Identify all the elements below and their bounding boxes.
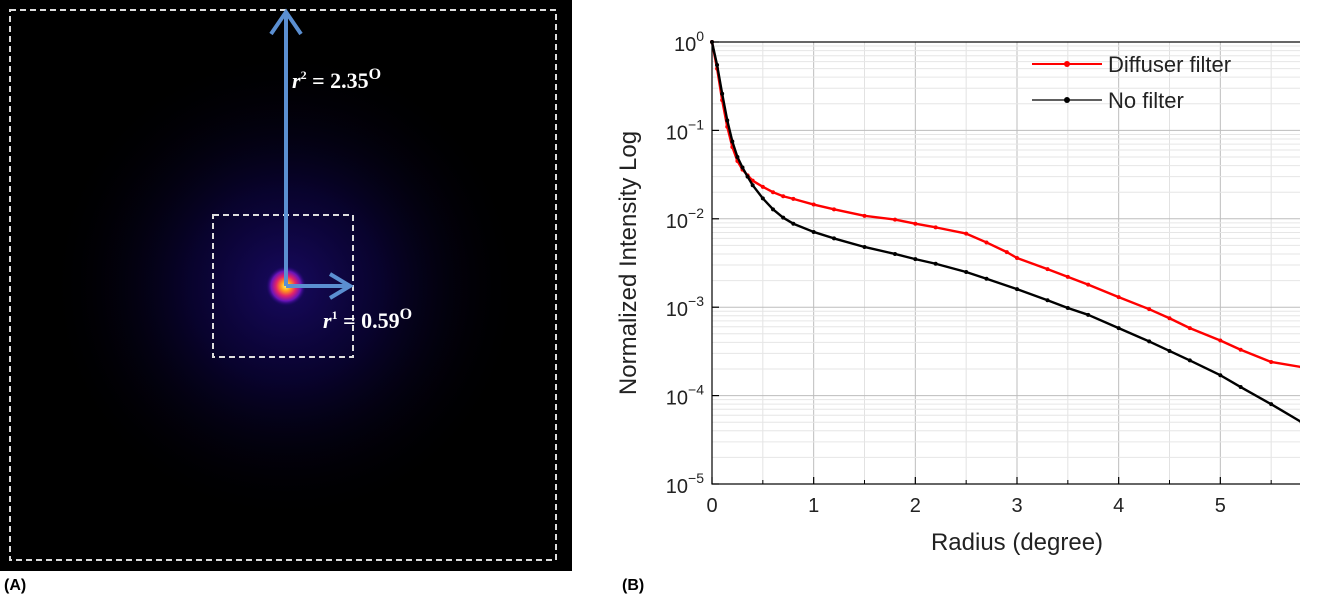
data-point <box>1167 348 1172 353</box>
outer-region-box <box>9 9 557 561</box>
data-point <box>1269 359 1274 364</box>
inner-arrowhead <box>328 272 354 300</box>
inner-radius-label: r1 = 0.59O <box>323 306 412 333</box>
data-point <box>745 174 750 179</box>
data-point <box>1238 385 1243 390</box>
data-point <box>1045 298 1050 303</box>
panel-a-label: (A) <box>4 577 27 594</box>
data-point <box>862 213 867 218</box>
data-point <box>913 257 918 262</box>
data-point <box>1015 287 1019 292</box>
y-tick-label: 10−1 <box>666 116 704 144</box>
data-point <box>1187 358 1192 363</box>
data-point <box>1065 305 1070 310</box>
data-point <box>781 194 786 199</box>
y-tick-label: 10−4 <box>666 382 704 410</box>
y-axis-label: Normalized Intensity Log <box>615 131 642 395</box>
data-point <box>862 244 867 249</box>
x-tick-label: 3 <box>1011 495 1022 517</box>
data-point <box>832 236 836 241</box>
data-point <box>791 196 796 201</box>
x-axis-label: Radius (degree) <box>931 529 1103 556</box>
data-point <box>1238 347 1243 352</box>
data-point <box>1187 326 1192 331</box>
chart-legend: Diffuser filter No filter <box>1032 52 1231 113</box>
data-point <box>811 202 816 207</box>
series-line-1 <box>710 41 1300 369</box>
y-axis-ticks: 100 10−1 10−2 10−3 10−4 10−5 <box>666 28 719 498</box>
outer-radius-label: r2 = 2.35O <box>292 66 381 93</box>
beam-image-panel: r2 = 2.35O r1 = 0.59O <box>0 0 572 571</box>
data-point <box>740 165 745 170</box>
y-tick-label: 10−5 <box>666 470 704 498</box>
data-point <box>1015 256 1019 261</box>
data-point <box>760 196 765 201</box>
data-point <box>893 217 897 222</box>
data-point <box>933 261 938 266</box>
data-point <box>791 221 796 226</box>
outer-arrowhead <box>269 8 303 36</box>
data-point <box>1147 339 1152 344</box>
data-point <box>1086 282 1091 287</box>
legend-swatch-marker <box>1064 97 1070 103</box>
data-point <box>1167 316 1172 321</box>
legend-swatch-marker <box>1064 61 1070 67</box>
x-tick-label: 4 <box>1113 495 1124 517</box>
data-point <box>832 207 836 212</box>
data-point <box>725 118 730 123</box>
data-point <box>811 229 816 234</box>
data-point <box>1065 274 1070 279</box>
data-point <box>771 207 775 212</box>
data-point <box>1218 373 1223 378</box>
plot-frame <box>711 41 1300 485</box>
panel-b-label: (B) <box>622 577 645 594</box>
chart-series <box>710 40 1300 424</box>
data-point <box>760 184 765 189</box>
y-tick-label: 10−3 <box>666 293 704 321</box>
data-point <box>735 155 740 160</box>
x-tick-label: 5 <box>1215 495 1226 517</box>
data-point <box>984 240 989 245</box>
x-tick-label: 1 <box>808 495 819 517</box>
data-point <box>1045 267 1050 272</box>
data-point <box>1269 402 1274 407</box>
data-point <box>1004 250 1009 255</box>
legend-label: Diffuser filter <box>1108 52 1231 77</box>
data-point <box>1147 307 1152 312</box>
beam-image: r2 = 2.35O r1 = 0.59O <box>9 8 557 561</box>
legend-label: No filter <box>1108 88 1184 113</box>
y-tick-label: 100 <box>674 28 704 56</box>
x-tick-label: 2 <box>910 495 921 517</box>
series-line-2 <box>710 41 1300 423</box>
data-point <box>893 251 897 256</box>
data-point <box>964 231 969 236</box>
data-point <box>1116 326 1121 331</box>
data-point <box>730 139 735 144</box>
data-point <box>750 183 755 188</box>
data-point <box>1086 312 1091 317</box>
data-point <box>771 190 775 195</box>
data-point <box>720 91 725 96</box>
chart-grid <box>711 42 1300 485</box>
x-axis-ticks: 0123456 <box>706 477 1272 517</box>
data-point <box>984 276 989 281</box>
data-point <box>964 270 969 275</box>
data-point <box>913 221 918 226</box>
data-point <box>933 225 938 230</box>
y-tick-label: 10−2 <box>666 205 704 233</box>
data-point <box>1116 295 1121 300</box>
x-tick-label: 0 <box>706 495 717 517</box>
data-point <box>715 62 720 67</box>
data-point <box>1218 338 1223 343</box>
data-point <box>781 215 786 220</box>
